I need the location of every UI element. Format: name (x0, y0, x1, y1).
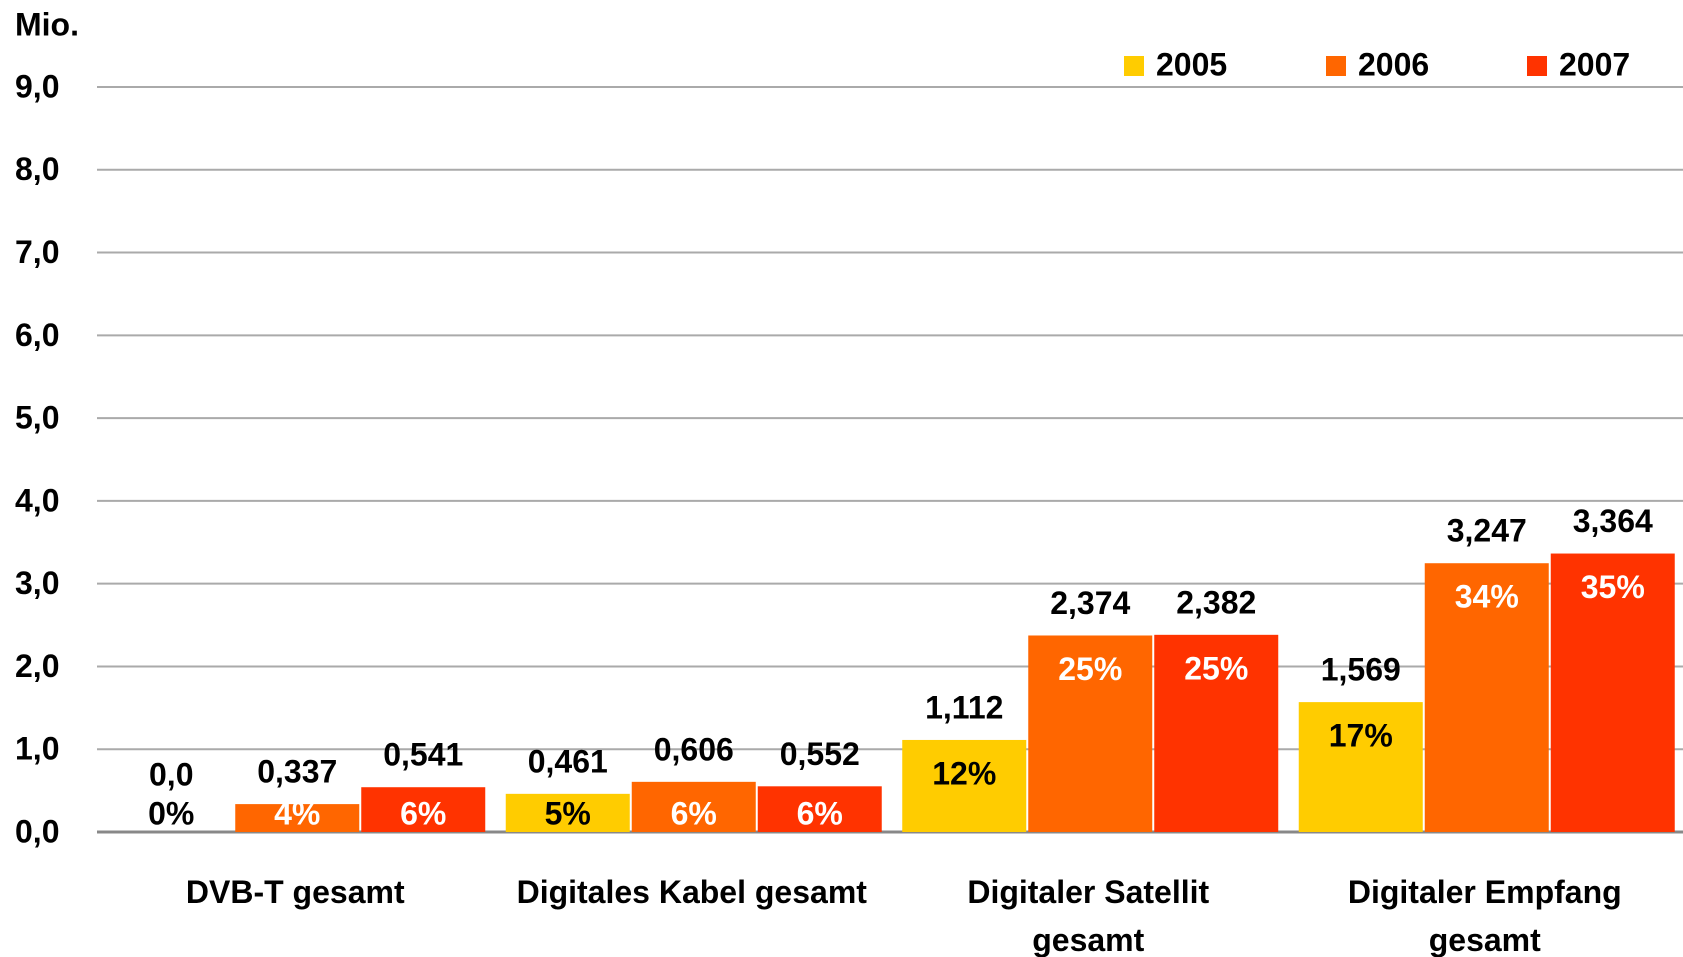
value-label: 0,541 (383, 737, 463, 773)
bar (361, 787, 486, 832)
x-tick-label: Digitaler Satellit gesamt (967, 874, 1210, 957)
legend-label: 2005 (1156, 46, 1227, 82)
share-label: 25% (1184, 650, 1248, 686)
value-label: 3,364 (1573, 503, 1653, 539)
legend-swatch (1527, 56, 1547, 76)
share-label: 17% (1329, 718, 1393, 754)
bar (505, 793, 630, 832)
bar (1298, 702, 1423, 832)
legend-swatch (1326, 56, 1346, 76)
share-label: 6% (671, 795, 717, 831)
value-label: 0,606 (654, 731, 734, 767)
value-label: 1,112 (925, 689, 1003, 725)
bar (235, 804, 360, 832)
y-axis-label: Mio. (15, 6, 79, 42)
bar (1424, 563, 1549, 832)
x-tick-label: DVB-T gesamt (185, 874, 405, 910)
share-label: 4% (274, 795, 320, 831)
bar (1028, 635, 1153, 832)
value-label: 2,374 (1050, 585, 1130, 621)
y-tick-label: 0,0 (15, 813, 59, 849)
value-label: 1,569 (1321, 652, 1401, 688)
bar (1154, 634, 1279, 832)
value-label: 0,0 (149, 756, 193, 792)
value-label: 0,552 (780, 736, 860, 772)
y-tick-label: 1,0 (15, 731, 59, 767)
legend-label: 2006 (1358, 46, 1429, 82)
bar (902, 739, 1027, 832)
y-tick-label: 8,0 (15, 151, 59, 187)
x-tick-label: Digitales Kabel gesamt (516, 874, 867, 910)
bar (631, 781, 756, 832)
legend-label: 2007 (1559, 46, 1630, 82)
y-tick-label: 3,0 (15, 565, 59, 601)
x-tick-label: Digitaler Empfang gesamt (1347, 874, 1622, 957)
share-label: 6% (797, 795, 843, 831)
value-label: 3,247 (1447, 513, 1527, 549)
y-tick-label: 7,0 (15, 234, 59, 270)
legend-swatch (1124, 56, 1144, 76)
share-label: 35% (1581, 569, 1645, 605)
bar (757, 786, 882, 832)
share-label: 12% (932, 755, 996, 791)
value-label: 2,382 (1176, 584, 1256, 620)
share-label: 0% (148, 795, 194, 831)
y-tick-label: 4,0 (15, 482, 59, 518)
share-label: 34% (1455, 579, 1519, 615)
y-tick-label: 5,0 (15, 400, 59, 436)
value-label: 0,337 (257, 754, 337, 790)
y-tick-label: 2,0 (15, 648, 59, 684)
share-label: 25% (1058, 651, 1122, 687)
y-tick-label: 6,0 (15, 317, 59, 353)
share-label: 5% (545, 795, 591, 831)
y-tick-label: 9,0 (15, 68, 59, 104)
bar (1550, 553, 1675, 832)
value-label: 0,461 (528, 743, 608, 779)
share-label: 6% (400, 795, 446, 831)
